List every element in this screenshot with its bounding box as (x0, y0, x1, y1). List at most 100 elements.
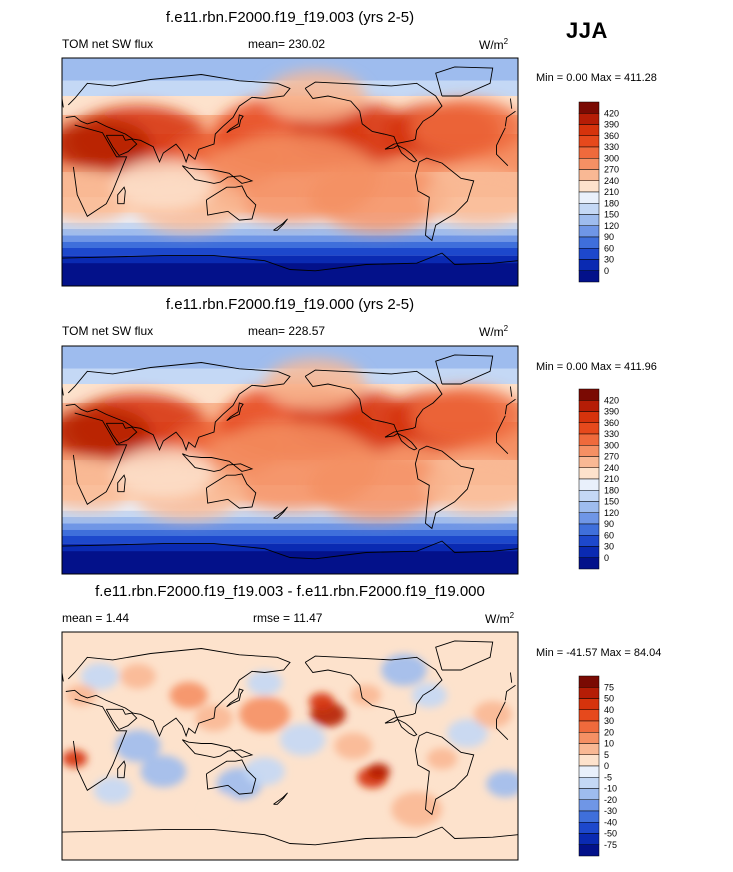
map-2-coastline (304, 369, 443, 438)
map-3-blob (447, 719, 488, 748)
map-3-blob (239, 696, 290, 733)
colorbar-1-tick-label: 420 (604, 108, 619, 118)
map-3-coastline (509, 672, 513, 683)
colorbar-1-swatch (578, 214, 600, 226)
colorbar-2-swatch (578, 535, 600, 547)
colorbar-3-tick-label: 50 (604, 694, 614, 704)
map-2-band (62, 517, 518, 524)
colorbar-2-tick-label: 360 (604, 418, 619, 428)
colorbar-3-tick-label: 10 (604, 739, 614, 749)
colorbar-2-swatch (578, 411, 600, 423)
map-3-blob (115, 730, 161, 762)
map-3-blob (309, 692, 335, 711)
panel-1-minmax: Min = 0.00 Max = 411.28 (536, 72, 657, 84)
colorbar-3-tick-label: 0 (604, 761, 609, 771)
map-3-coastline (117, 760, 126, 779)
colorbar-1-tick-label: 240 (604, 176, 619, 186)
colorbar-3-swatch (578, 698, 600, 710)
map-2-coastline (65, 362, 291, 452)
colorbar-2-tick-label: 300 (604, 440, 619, 450)
colorbar-2-tick-label: 0 (604, 553, 609, 563)
map-3-blob (62, 749, 88, 768)
colorbar-2-tick-label: 150 (604, 497, 619, 507)
map-1-coastline (105, 134, 138, 157)
map-3-blob (411, 682, 448, 708)
map-1-coastline (226, 114, 244, 134)
colorbar-3-tick-label: -5 (604, 772, 612, 782)
colorbar-1-swatch (578, 191, 600, 204)
colorbar-3-tick-label: 40 (604, 705, 614, 715)
colorbar-1-swatch (578, 270, 600, 283)
colorbar-1-swatch (578, 169, 600, 181)
colorbar-1-tick-label: 90 (604, 232, 614, 242)
colorbar-1-tick-label: 270 (604, 165, 619, 175)
map-3-blob (246, 670, 283, 696)
map-2-blob (112, 447, 214, 498)
colorbar-2-tick-label: 420 (604, 395, 619, 405)
map-2-band (62, 523, 518, 530)
map-1-band (62, 235, 518, 242)
colorbar-1-tick-label: 210 (604, 187, 619, 197)
map-3-blob (279, 723, 326, 756)
map-1-coastline (62, 252, 518, 272)
map-3-coastline (181, 739, 254, 758)
map-2-coastline (496, 433, 509, 455)
colorbar-2-tick-label: 210 (604, 474, 619, 484)
map-2-blobs (62, 358, 518, 521)
map-2-coastline (205, 473, 257, 509)
colorbar-3-tick-label: -30 (604, 806, 617, 816)
panel-2-title: f.e11.rbn.F2000.f19_f19.000 (yrs 2-5) (165, 296, 415, 313)
map-1-band (62, 241, 518, 248)
colorbar-1-swatch (578, 158, 600, 170)
colorbar-1-swatch (578, 101, 600, 114)
colorbar-1-swatch (578, 259, 600, 271)
map-3-frame (61, 631, 519, 861)
map-2-frame (61, 345, 519, 575)
colorbar-2-swatch (578, 501, 600, 513)
colorbar-3-tick-label: -10 (604, 784, 617, 794)
colorbar-1-swatch (578, 146, 600, 159)
map-1-coastline (181, 165, 254, 184)
colorbar-1-tick-label: 150 (604, 210, 619, 220)
panel-3-units: W/m2 (485, 611, 515, 626)
map-1-coastline (496, 145, 509, 167)
map-3-blob (81, 663, 119, 690)
colorbar-3-swatch (578, 777, 600, 789)
map-3-coastline (435, 640, 494, 671)
map-2-blob (423, 456, 518, 514)
map-2-coastline (509, 386, 513, 397)
map-3-blob (473, 701, 512, 728)
map-3-coastline (496, 701, 506, 720)
panel-2-left-label: TOM net SW flux (62, 324, 154, 338)
colorbar-1-swatch (578, 180, 600, 193)
panel-2-units: W/m2 (479, 324, 509, 339)
map-2-band (62, 529, 518, 536)
map-1-coastline (304, 81, 443, 150)
map-3-coastline (496, 719, 509, 741)
colorbar-2-swatch (578, 456, 600, 468)
map-1-band (62, 58, 518, 81)
colorbar-1-swatch (578, 236, 600, 249)
map-3-blob (350, 684, 382, 706)
colorbar-3-swatch (578, 788, 600, 800)
map-2-field (62, 346, 518, 574)
colorbar-2-tick-label: 120 (604, 508, 619, 518)
map-3-field (62, 632, 518, 860)
map-3-blob (93, 777, 132, 804)
colorbar-2-swatch (578, 523, 600, 536)
colorbar-2-swatch (578, 546, 600, 558)
colorbar-2-tick-label: 240 (604, 463, 619, 473)
map-1-blob (410, 99, 518, 157)
colorbar-3-swatch (578, 765, 600, 778)
colorbar-1-tick-label: 180 (604, 198, 619, 208)
colorbar-3-swatch (578, 822, 600, 834)
colorbar-3-swatch (578, 799, 600, 812)
colorbar-3-tick-label: -75 (604, 840, 617, 850)
colorbar-3-swatch (578, 675, 600, 688)
colorbar-2-tick-label: 180 (604, 485, 619, 495)
map-2-blob (264, 358, 367, 410)
map-2-coastline (397, 432, 418, 451)
colorbar-3-swatch (578, 833, 600, 845)
